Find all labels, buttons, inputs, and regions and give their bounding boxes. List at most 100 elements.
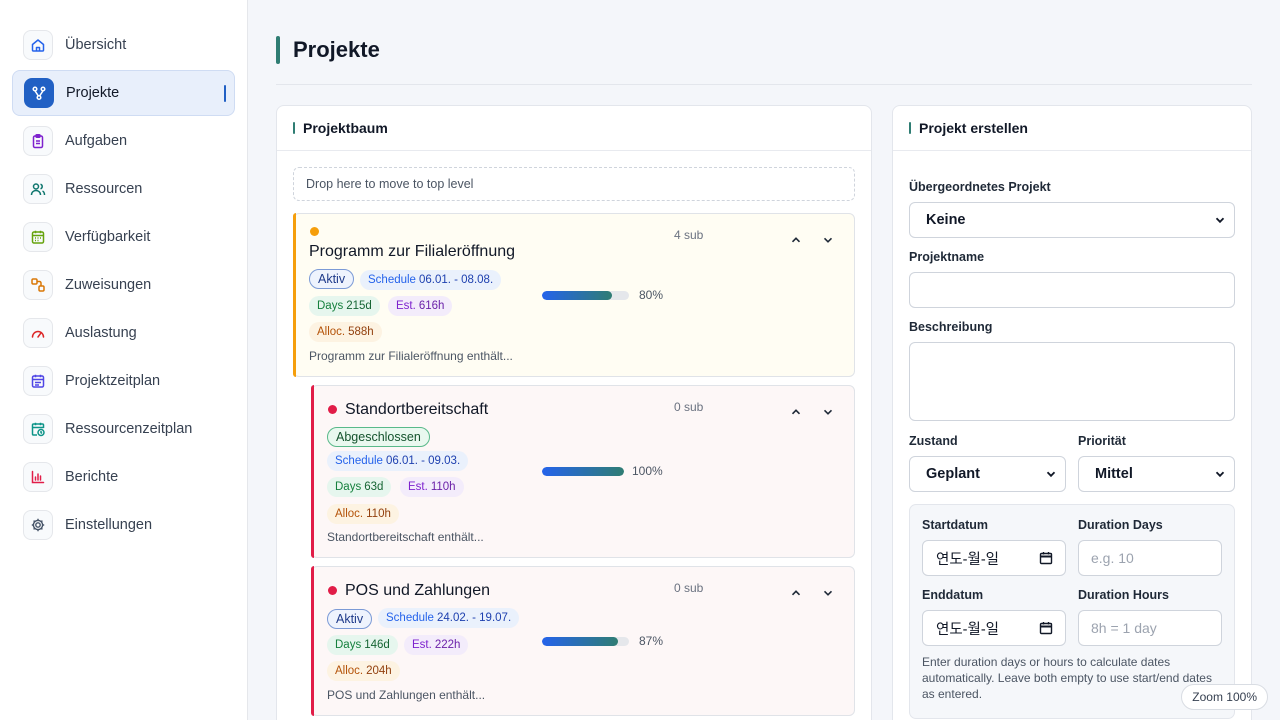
duration-hours-input[interactable]: 8h = 1 day [1078, 610, 1222, 646]
start-date-input[interactable]: 연도-월-일 [922, 540, 1066, 576]
state-select[interactable]: Geplant [909, 456, 1066, 492]
progress-label: 100% [632, 464, 663, 478]
sidebar-item-label: Projekte [66, 85, 120, 101]
state-value: Geplant [926, 466, 980, 482]
parent-project-select[interactable]: Keine [909, 202, 1235, 238]
move-up-button[interactable] [786, 583, 806, 603]
sidebar-item-verfuegbarkeit[interactable]: Verfügbarkeit [12, 214, 235, 260]
sidebar-item-projekte[interactable]: Projekte [12, 70, 235, 116]
estimate-chip: Est. 110h [400, 477, 464, 497]
parent-project-value: Keine [926, 212, 966, 228]
sidebar-item-label: Auslastung [65, 325, 137, 341]
calendar-icon [1039, 552, 1053, 565]
chevron-down-icon [1215, 471, 1225, 478]
priority-select[interactable]: Mittel [1078, 456, 1235, 492]
sidebar-item-ressourcen[interactable]: Ressourcen [12, 166, 235, 212]
header-accent [276, 36, 280, 64]
chip-label: Est. [396, 300, 416, 312]
progress-bar [542, 637, 629, 646]
days-chip: Days 215d [309, 296, 380, 316]
page-header: Projekte [276, 36, 380, 64]
move-down-button[interactable] [818, 583, 838, 603]
clipboard-icon [23, 126, 53, 156]
move-up-button[interactable] [786, 230, 806, 250]
sidebar-item-uebersicht[interactable]: Übersicht [12, 22, 235, 68]
chevron-down-icon [823, 590, 833, 596]
move-up-button[interactable] [786, 402, 806, 422]
sidebar-item-label: Ressourcen [65, 181, 143, 197]
start-date-value: 연도-월-일 [936, 551, 1000, 568]
chevron-down-icon [1046, 471, 1056, 478]
sidebar-item-aufgaben[interactable]: Aufgaben [12, 118, 235, 164]
chip-value: 222h [434, 639, 461, 651]
chip-label: Days [317, 300, 344, 312]
allocation-chip: Alloc. 588h [309, 322, 382, 342]
state-label: Zustand [909, 434, 958, 448]
gear-icon [23, 510, 53, 540]
zoom-indicator[interactable]: Zoom 100% [1181, 684, 1268, 710]
sidebar-item-projektzeitplan[interactable]: Projektzeitplan [12, 358, 235, 404]
sidebar-item-label: Ressourcenzeitplan [65, 421, 193, 437]
users-icon [23, 174, 53, 204]
project-description: Programm zur Filialeröffnung enthält... [309, 349, 513, 363]
card-accent [293, 122, 295, 134]
project-item-pos-zahlungen[interactable]: POS und Zahlungen 0 sub Aktiv Schedule 24… [311, 566, 855, 716]
status-badge: Aktiv [309, 269, 355, 289]
assignment-icon [23, 270, 53, 300]
chevron-down-icon [823, 409, 833, 415]
schedule-chip: Schedule 06.01. - 08.08. [360, 270, 502, 290]
header-divider [276, 84, 1252, 85]
chip-label: Days [335, 481, 362, 493]
parent-project-label: Übergeordnetes Projekt [909, 180, 1051, 194]
project-item-standortbereitschaft[interactable]: Standortbereitschaft 0 sub Abgeschlossen… [311, 385, 855, 558]
gauge-icon [23, 318, 53, 348]
move-down-button[interactable] [818, 402, 838, 422]
schedule-chip: Schedule 06.01. - 09.03. [327, 451, 469, 471]
project-item-programm[interactable]: Programm zur Filialeröffnung 4 sub Aktiv… [293, 213, 855, 377]
priority-value: Mittel [1095, 466, 1133, 482]
progress-bar [542, 467, 624, 476]
chip-label: Alloc. [335, 665, 364, 677]
chip-value: 24.02. - 19.07. [436, 612, 512, 624]
allocation-chip: Alloc. 204h [327, 661, 400, 681]
progress-fill [542, 637, 618, 646]
chip-value: 616h [418, 300, 445, 312]
project-description: Standortbereitschaft enthält... [327, 530, 484, 544]
chevron-down-icon [1215, 217, 1225, 224]
sidebar: Übersicht Projekte Aufgaben Ressourcen V… [0, 0, 248, 720]
sidebar-item-ressourcenzeitplan[interactable]: Ressourcenzeitplan [12, 406, 235, 452]
chip-value: 588h [348, 326, 374, 338]
priority-label: Priorität [1078, 434, 1126, 448]
create-project-title: Projekt erstellen [919, 120, 1028, 136]
progress-fill [542, 467, 624, 476]
start-date-label: Startdatum [922, 518, 988, 532]
sidebar-item-label: Aufgaben [65, 133, 128, 149]
sidebar-item-berichte[interactable]: Berichte [12, 454, 235, 500]
end-date-input[interactable]: 연도-월-일 [922, 610, 1066, 646]
create-project-card: Projekt erstellen Übergeordnetes Projekt… [892, 105, 1252, 720]
sub-count: 0 sub [674, 400, 704, 414]
sub-count: 4 sub [674, 228, 704, 242]
sidebar-item-label: Übersicht [65, 37, 127, 53]
sidebar-item-zuweisungen[interactable]: Zuweisungen [12, 262, 235, 308]
project-name-input[interactable] [909, 272, 1235, 308]
days-chip: Days 63d [327, 477, 392, 497]
sidebar-item-auslastung[interactable]: Auslastung [12, 310, 235, 356]
create-project-header: Projekt erstellen [893, 106, 1251, 151]
sidebar-item-label: Berichte [65, 469, 119, 485]
top-level-drop-zone[interactable]: Drop here to move to top level [293, 167, 855, 201]
project-name: Standortbereitschaft [345, 401, 489, 418]
project-tree-header: Projektbaum [277, 106, 871, 151]
estimate-chip: Est. 222h [404, 635, 469, 655]
allocation-chip: Alloc. 110h [327, 504, 399, 524]
days-chip: Days 146d [327, 635, 398, 655]
sidebar-item-einstellungen[interactable]: Einstellungen [12, 502, 235, 548]
duration-days-input[interactable]: e.g. 10 [1078, 540, 1222, 576]
move-down-button[interactable] [818, 230, 838, 250]
project-accent [311, 385, 314, 558]
status-badge: Abgeschlossen [327, 427, 430, 447]
duration-days-label: Duration Days [1078, 518, 1163, 532]
sub-count: 0 sub [674, 581, 704, 595]
bar-chart-icon [23, 462, 53, 492]
description-textarea[interactable] [909, 342, 1235, 421]
